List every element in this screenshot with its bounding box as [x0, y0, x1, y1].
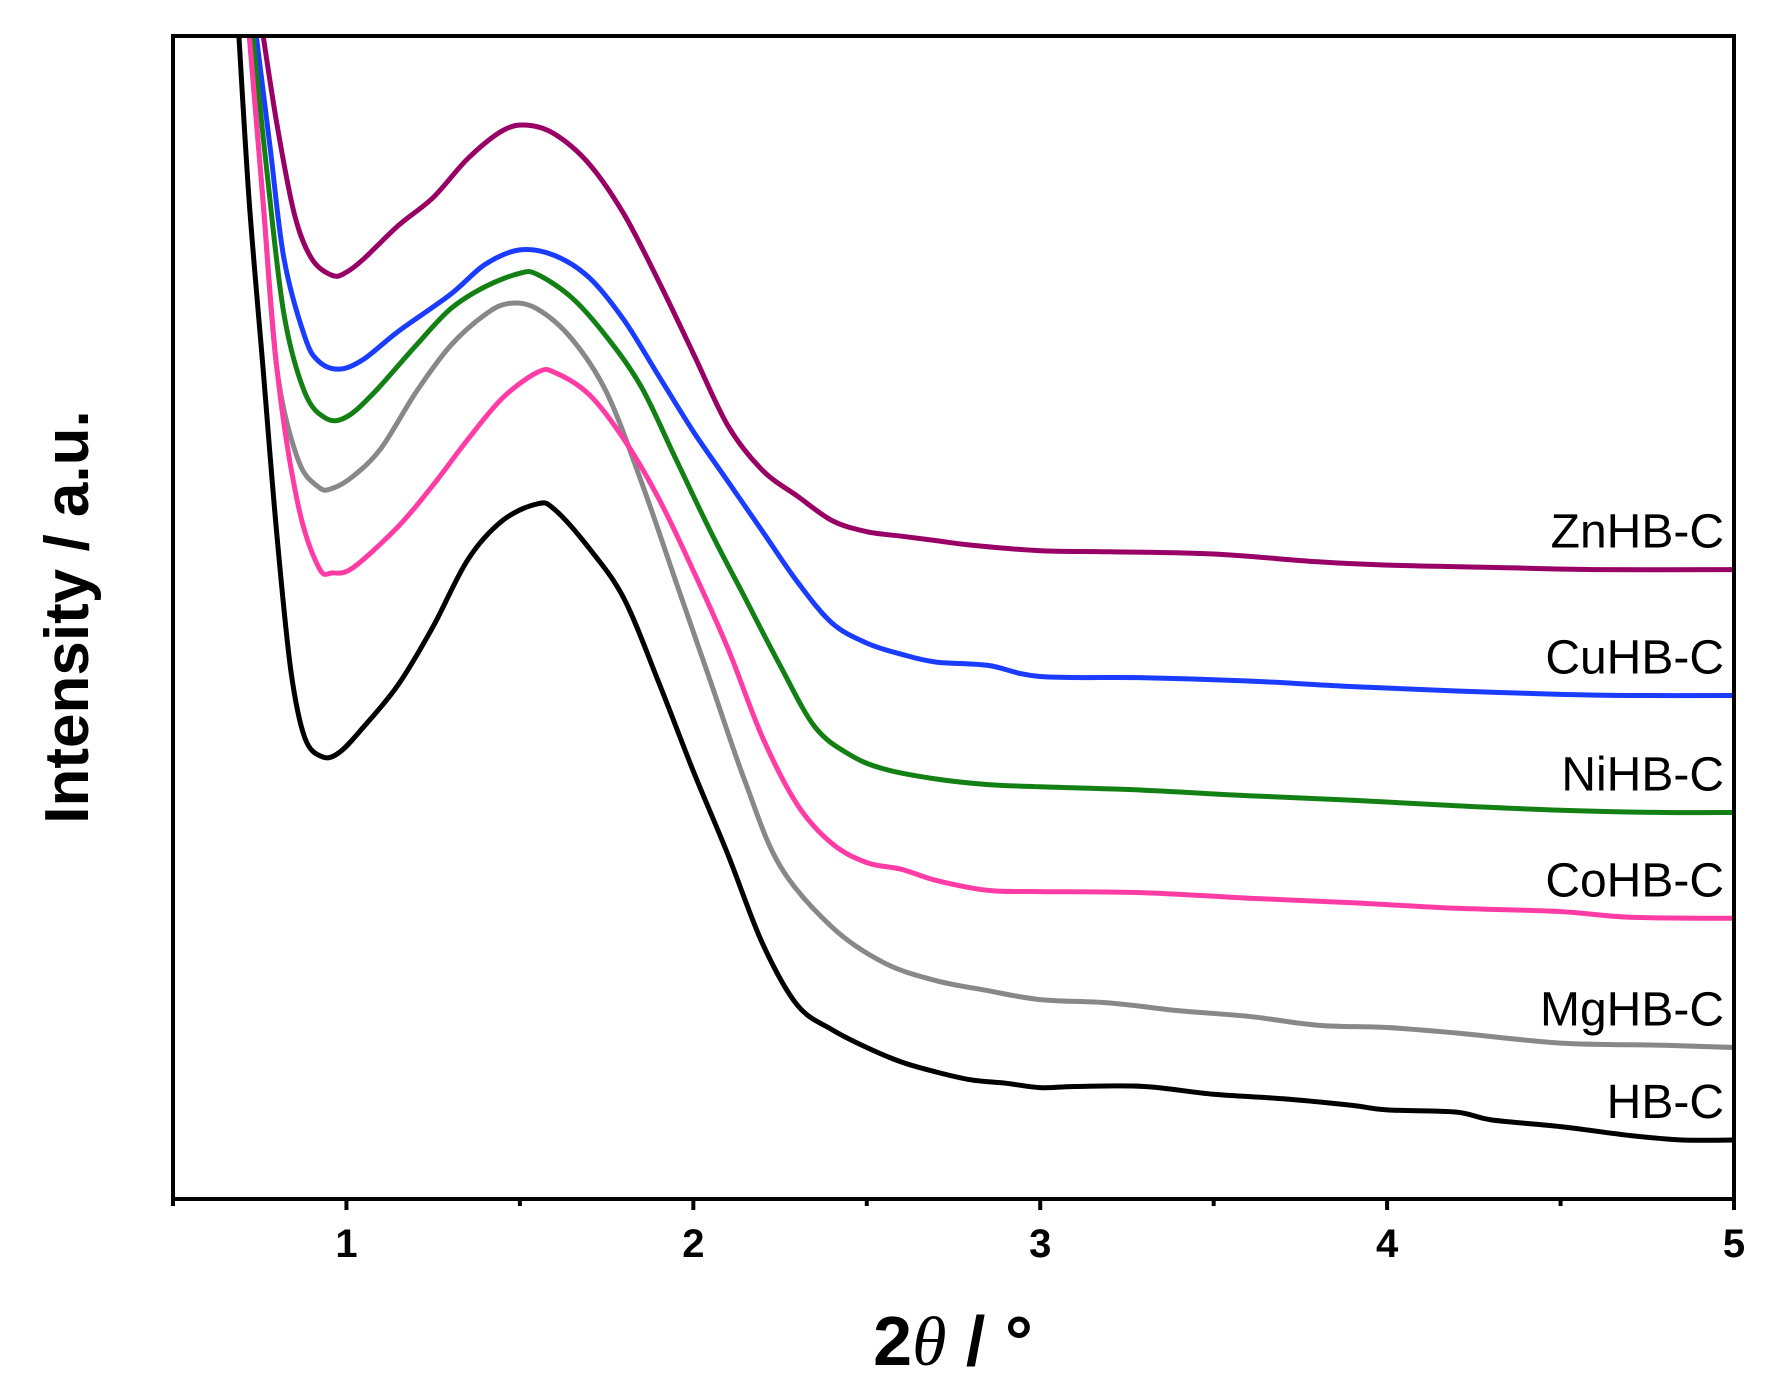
x-axis-title-main: 2: [873, 1302, 912, 1380]
series-layer: [236, 38, 1732, 1143]
series-labels: ZnHB-C CuHB-C NiHB-C MgHB-C CoHB-C HB-C: [1540, 506, 1724, 1129]
x-tick-label: 2: [682, 1222, 704, 1266]
series-line-znhb-c: [260, 38, 1732, 573]
x-tick-label: 5: [1723, 1222, 1745, 1266]
x-axis-title-unit: / °: [946, 1302, 1032, 1380]
x-tick-label: 4: [1376, 1222, 1399, 1266]
series-label-cuhb-c: CuHB-C: [1545, 631, 1724, 684]
series-label-mghb-c: MgHB-C: [1540, 984, 1724, 1037]
series-line-mghb-c: [246, 38, 1732, 1050]
series-line-nihb-c: [250, 38, 1732, 816]
x-tick-label: 1: [335, 1222, 357, 1266]
series-label-nihb-c: NiHB-C: [1561, 748, 1724, 801]
x-axis-ticks: 1 2 3 4 5: [171, 1199, 1745, 1266]
x-tick-label: 3: [1029, 1222, 1051, 1266]
series-line-cuhb-c: [254, 38, 1732, 699]
series-label-cohb-c: CoHB-C: [1545, 854, 1724, 907]
series-line-hb-c: [236, 38, 1732, 1143]
x-axis-title-theta: θ: [912, 1304, 946, 1381]
series-label-hb-c: HB-C: [1607, 1076, 1724, 1129]
y-axis-title: Intensity / a.u.: [33, 410, 102, 823]
series-line-cohb-c: [246, 38, 1732, 921]
plot-area: 1 2 3 4 5 ZnHB-C CuHB-C NiHB-C MgHB-C CoHB-C HB-C: [171, 34, 1745, 1266]
series-label-znhb-c: ZnHB-C: [1551, 506, 1724, 559]
x-axis-title: 2θ / °: [873, 1302, 1033, 1381]
plot-frame: [171, 34, 1736, 1201]
